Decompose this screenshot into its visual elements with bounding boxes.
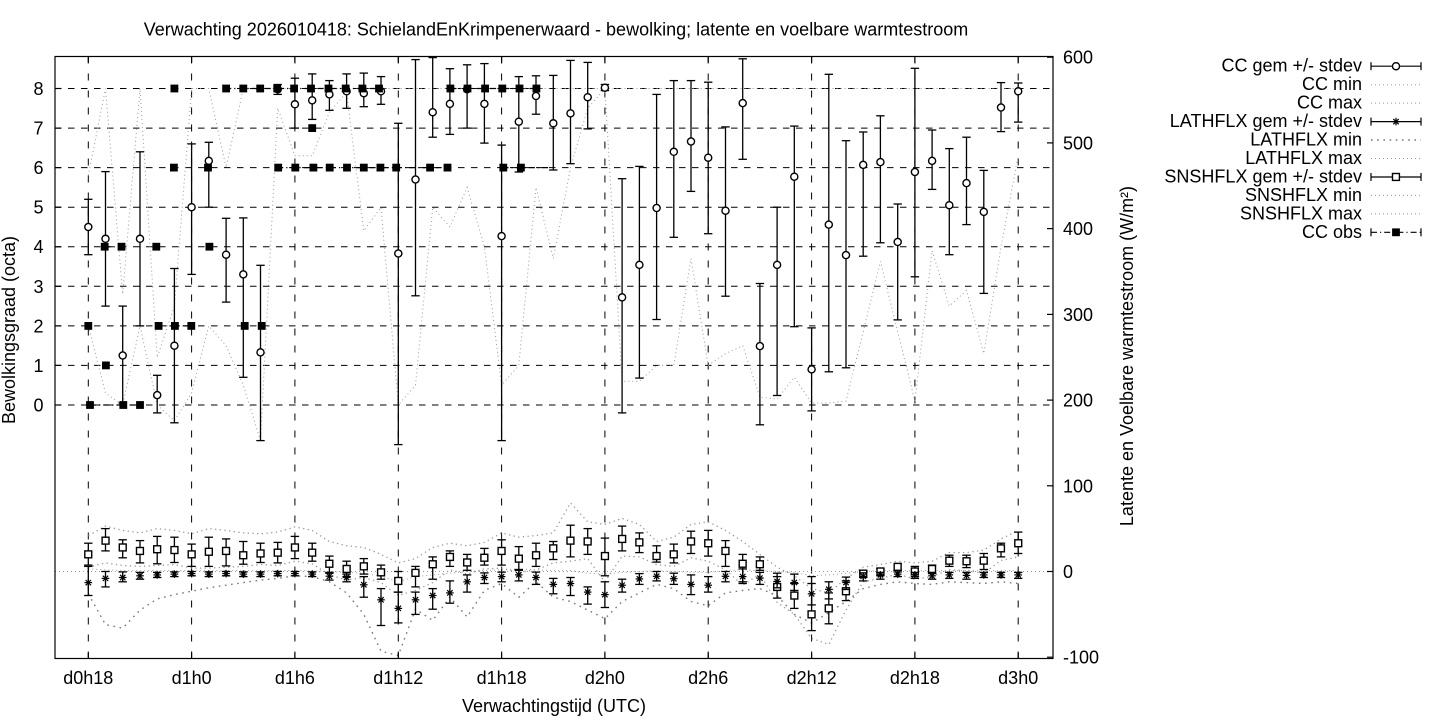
svg-text:d3h0: d3h0 <box>998 668 1038 688</box>
svg-text:Bewolkingsgraad (octa): Bewolkingsgraad (octa) <box>0 236 19 424</box>
svg-text:5: 5 <box>33 198 43 218</box>
svg-text:500: 500 <box>1063 133 1093 153</box>
svg-text:2: 2 <box>33 316 43 336</box>
svg-text:SNSHFLX gem +/- stdev: SNSHFLX gem +/- stdev <box>1164 167 1362 187</box>
svg-text:d2h18: d2h18 <box>890 668 940 688</box>
svg-text:SNSHFLX max: SNSHFLX max <box>1240 203 1362 223</box>
svg-text:d1h18: d1h18 <box>477 668 527 688</box>
svg-text:CC max: CC max <box>1297 93 1362 113</box>
svg-text:d2h0: d2h0 <box>585 668 625 688</box>
svg-text:d1h0: d1h0 <box>172 668 212 688</box>
svg-text:6: 6 <box>33 158 43 178</box>
svg-text:100: 100 <box>1063 476 1093 496</box>
svg-text:d1h12: d1h12 <box>373 668 423 688</box>
svg-text:d1h6: d1h6 <box>275 668 315 688</box>
svg-text:CC obs: CC obs <box>1302 222 1362 242</box>
svg-text:0: 0 <box>33 396 43 416</box>
svg-text:d0h18: d0h18 <box>63 668 113 688</box>
svg-text:LATHFLX min: LATHFLX min <box>1250 130 1362 150</box>
svg-text:400: 400 <box>1063 219 1093 239</box>
svg-text:7: 7 <box>33 119 43 139</box>
svg-text:Latente en Voelbare warmtestro: Latente en Voelbare warmtestroom (W/m²) <box>1117 186 1137 526</box>
svg-text:LATHFLX max: LATHFLX max <box>1245 148 1362 168</box>
svg-text:CC gem +/- stdev: CC gem +/- stdev <box>1221 56 1362 76</box>
svg-text:0: 0 <box>1063 562 1073 582</box>
svg-text:8: 8 <box>33 79 43 99</box>
svg-text:300: 300 <box>1063 305 1093 325</box>
svg-text:3: 3 <box>33 277 43 297</box>
svg-text:d2h12: d2h12 <box>787 668 837 688</box>
svg-text:4: 4 <box>33 237 43 257</box>
svg-text:SNSHFLX min: SNSHFLX min <box>1245 185 1362 205</box>
svg-text:200: 200 <box>1063 391 1093 411</box>
svg-text:CC min: CC min <box>1302 74 1362 94</box>
svg-text:Verwachting 2026010418: Schiel: Verwachting 2026010418: SchielandEnKrimp… <box>144 20 968 40</box>
svg-text:Verwachtingstijd (UTC): Verwachtingstijd (UTC) <box>462 696 646 716</box>
svg-text:LATHFLX gem +/- stdev: LATHFLX gem +/- stdev <box>1170 111 1362 131</box>
svg-text:600: 600 <box>1063 48 1093 68</box>
svg-text:d2h6: d2h6 <box>688 668 728 688</box>
svg-text:1: 1 <box>33 356 43 376</box>
svg-text:-100: -100 <box>1063 648 1099 668</box>
